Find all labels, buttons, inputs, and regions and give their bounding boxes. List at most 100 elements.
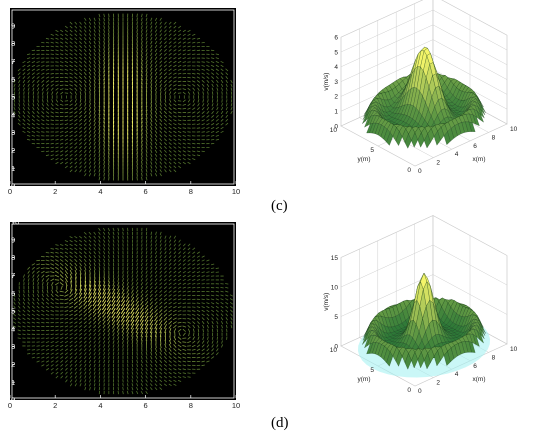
velocity-arrow bbox=[154, 60, 158, 64]
velocity-arrow bbox=[201, 68, 205, 71]
velocity-arrow bbox=[55, 371, 59, 375]
velocity-arrow bbox=[187, 158, 191, 161]
velocity-arrow bbox=[107, 251, 110, 255]
velocity-arrow bbox=[135, 323, 139, 330]
velocity-arrow bbox=[32, 289, 35, 294]
velocity-arrow bbox=[211, 321, 214, 325]
velocity-arrow bbox=[164, 339, 167, 345]
velocity-arrow bbox=[74, 60, 78, 64]
velocity-arrow bbox=[206, 115, 210, 118]
velocity-arrow bbox=[93, 21, 96, 25]
velocity-arrow bbox=[64, 321, 69, 324]
velocity-arrow bbox=[225, 79, 228, 84]
velocity-arrow bbox=[173, 115, 177, 118]
velocity-arrow bbox=[93, 79, 96, 84]
velocity-arrow bbox=[163, 48, 167, 52]
velocity-arrow bbox=[88, 344, 92, 348]
velocity-arrow bbox=[116, 311, 121, 318]
velocity-arrow bbox=[41, 321, 45, 324]
velocity-arrow bbox=[206, 119, 210, 122]
velocity-arrow bbox=[83, 110, 87, 115]
velocity-arrow bbox=[135, 327, 139, 334]
velocity-arrow bbox=[131, 270, 134, 274]
velocity-arrow bbox=[173, 87, 177, 91]
velocity-arrow bbox=[84, 383, 87, 387]
velocity-arrow bbox=[88, 367, 92, 371]
velocity-arrow bbox=[197, 99, 200, 103]
velocity-arrow bbox=[93, 344, 96, 348]
velocity-arrow bbox=[83, 296, 88, 303]
velocity-arrow bbox=[59, 294, 64, 297]
velocity-arrow bbox=[168, 41, 172, 45]
velocity-arrow bbox=[206, 135, 210, 137]
velocity-arrow bbox=[154, 52, 158, 56]
velocity-arrow bbox=[192, 286, 196, 289]
velocity-arrow bbox=[163, 114, 167, 118]
velocity-arrow bbox=[150, 371, 153, 375]
velocity-arrow bbox=[64, 49, 69, 52]
velocity-arrow bbox=[98, 324, 101, 329]
velocity-arrow bbox=[178, 154, 182, 157]
velocity-arrow bbox=[27, 126, 31, 130]
velocity-arrow bbox=[159, 367, 163, 371]
velocity-arrow bbox=[36, 352, 40, 355]
velocity-arrow bbox=[173, 53, 177, 56]
velocity-arrow bbox=[230, 309, 233, 313]
velocity-arrow bbox=[201, 83, 205, 87]
velocity-arrow bbox=[169, 235, 172, 239]
velocity-arrow bbox=[187, 294, 191, 297]
velocity-arrow bbox=[102, 328, 106, 333]
velocity-arrow bbox=[41, 364, 45, 367]
velocity-arrow bbox=[140, 270, 143, 274]
velocity-arrow bbox=[88, 44, 92, 49]
velocity-arrow bbox=[221, 87, 223, 91]
velocity-arrow bbox=[79, 29, 82, 33]
velocity-arrow bbox=[93, 44, 96, 49]
velocity-arrow bbox=[210, 263, 215, 266]
velocity-arrow bbox=[136, 270, 139, 274]
velocity-arrow bbox=[141, 339, 143, 345]
velocity-arrow bbox=[55, 248, 59, 250]
velocity-arrow bbox=[93, 157, 96, 161]
velocity-arrow bbox=[36, 274, 40, 278]
velocity-arrow bbox=[145, 278, 148, 282]
velocity-arrow bbox=[196, 267, 201, 270]
velocity-arrow bbox=[93, 161, 96, 165]
velocity-arrow bbox=[42, 289, 44, 294]
velocity-arrow bbox=[201, 302, 205, 305]
velocity-arrow bbox=[136, 32, 138, 37]
velocity-arrow bbox=[64, 266, 69, 271]
velocity-arrow bbox=[177, 64, 182, 67]
velocity-arrow bbox=[131, 281, 134, 286]
velocity-arrow bbox=[145, 247, 148, 251]
velocity-arrow bbox=[69, 297, 74, 301]
velocity-arrow bbox=[164, 247, 167, 251]
velocity-arrow bbox=[64, 302, 69, 305]
velocity-arrow bbox=[159, 359, 163, 364]
velocity-arrow bbox=[45, 154, 50, 157]
velocity-arrow bbox=[65, 281, 68, 287]
velocity-arrow bbox=[220, 122, 224, 126]
y-tick-label: 6 bbox=[11, 289, 15, 298]
velocity-arrow bbox=[55, 251, 59, 254]
velocity-arrow bbox=[22, 274, 25, 278]
velocity-arrow bbox=[182, 263, 186, 266]
velocity-arrow bbox=[229, 298, 234, 301]
velocity-arrow bbox=[88, 235, 92, 239]
velocity-arrow bbox=[98, 21, 101, 25]
velocity-arrow bbox=[136, 55, 138, 61]
velocity-arrow bbox=[79, 79, 83, 84]
velocity-arrow bbox=[69, 60, 73, 64]
velocity-arrow bbox=[182, 142, 186, 145]
velocity-arrow bbox=[196, 80, 201, 83]
velocity-arrow bbox=[41, 301, 45, 305]
velocity-arrow bbox=[18, 83, 21, 88]
velocity-arrow bbox=[163, 301, 168, 305]
velocity-arrow bbox=[164, 102, 167, 107]
velocity-arrow bbox=[145, 359, 148, 364]
velocity-arrow bbox=[145, 56, 148, 61]
velocity-arrow bbox=[141, 78, 143, 85]
velocity-arrow bbox=[36, 119, 40, 122]
velocity-arrow bbox=[177, 80, 182, 83]
velocity-arrow bbox=[201, 80, 205, 83]
